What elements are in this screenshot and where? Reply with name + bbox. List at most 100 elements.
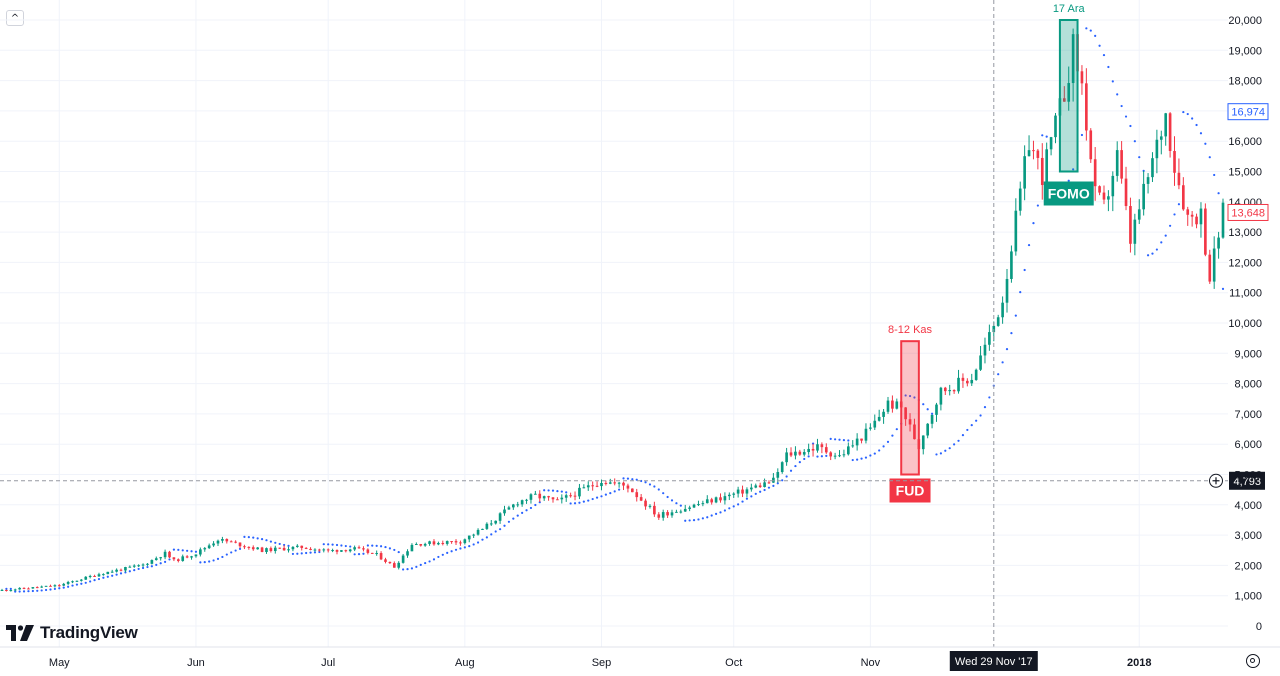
psar-dot — [1186, 112, 1189, 116]
candle-body — [970, 379, 974, 384]
psar-dot — [675, 502, 678, 505]
psar-dot — [305, 551, 308, 555]
candle-body — [653, 505, 656, 515]
candle-body — [159, 557, 163, 559]
psar-dot — [759, 490, 762, 493]
candle-body — [926, 423, 929, 436]
crosshair-price-label: 4,793 — [1233, 476, 1261, 488]
candle-body — [807, 448, 810, 453]
psar-dot — [516, 514, 519, 517]
psar-dot — [349, 545, 352, 548]
candle-body — [626, 485, 630, 489]
candle-body — [467, 535, 471, 540]
candle-body — [1032, 150, 1035, 152]
candle-body — [437, 543, 440, 545]
candle-body — [750, 487, 753, 490]
psar-dot — [203, 561, 206, 564]
candle-body — [401, 555, 405, 563]
psar-dot — [882, 445, 885, 448]
psar-dot — [291, 552, 295, 556]
candle-body — [476, 529, 480, 535]
collapse-legend-button[interactable]: ^ — [6, 10, 24, 26]
psar-dot — [591, 497, 594, 501]
psar-dot — [644, 481, 647, 484]
psar-dot — [512, 517, 515, 520]
annotation-box — [1058, 19, 1079, 173]
candle-body — [538, 493, 542, 499]
time-axis[interactable]: May Jun Jul Aug Sep Oct Nov 2018 — [0, 646, 1280, 669]
candle-body — [1115, 150, 1119, 176]
y-tick-label: 8,000 — [1234, 379, 1262, 391]
psar-dot — [864, 456, 868, 459]
psar-dot — [961, 434, 965, 437]
psar-dot — [208, 560, 211, 563]
psar-dot — [741, 500, 744, 503]
candle-body — [22, 587, 26, 589]
candle-body — [353, 547, 356, 550]
candle-body — [18, 587, 21, 590]
candle-body — [767, 482, 771, 484]
psar-dot — [688, 519, 691, 522]
candle-body — [1137, 209, 1141, 220]
tradingview-logo[interactable]: TradingView — [6, 622, 138, 644]
candle-body — [811, 448, 815, 451]
psar-dot — [1102, 53, 1106, 57]
candle-body — [979, 355, 982, 370]
psar-dot — [1041, 134, 1044, 137]
candle-body — [882, 411, 885, 417]
candle-body — [824, 447, 828, 453]
psar-dot — [600, 495, 603, 498]
psar-dot — [498, 528, 502, 531]
candle-body — [564, 495, 568, 498]
candle-body — [957, 377, 960, 392]
psar-dot — [1217, 192, 1220, 195]
x-tick-label: May — [49, 657, 70, 669]
annotation-fud[interactable]: 8-12 Kas FUD — [888, 324, 933, 503]
candle-body — [260, 547, 264, 552]
psar-dot — [873, 452, 876, 455]
candle-body — [670, 512, 674, 516]
candle-body — [503, 509, 506, 514]
y-tick-label: 12,000 — [1228, 257, 1262, 269]
psar-dot — [93, 579, 96, 582]
psar-dot — [886, 440, 890, 444]
candle-body — [238, 542, 242, 547]
settings-icon[interactable] — [1246, 654, 1260, 668]
psar-dot — [1045, 135, 1048, 138]
psar-dot — [706, 516, 709, 519]
psar-dot — [97, 577, 101, 581]
candle-body — [185, 556, 189, 558]
y-tick-label: 19,000 — [1228, 45, 1262, 57]
candle-body — [331, 550, 334, 552]
candle-body — [935, 404, 938, 415]
psar-dot — [216, 557, 220, 560]
psar-dot — [975, 419, 978, 422]
candle-body — [5, 589, 8, 591]
psar-dot — [1010, 332, 1013, 335]
psar-dot — [723, 509, 727, 512]
candle-body — [639, 497, 643, 501]
psar-dot — [494, 530, 497, 533]
candle-body — [679, 511, 683, 513]
psar-dot — [895, 428, 898, 431]
annotation-fomo[interactable]: 17 Ara FOMO — [1043, 3, 1094, 206]
psar-dot — [825, 454, 828, 457]
psar-dot — [234, 549, 237, 552]
psar-dot — [587, 499, 590, 502]
y-tick-label: 6,000 — [1234, 439, 1262, 451]
candle-body — [525, 499, 528, 501]
candle-body — [842, 454, 846, 456]
psar-dot — [908, 394, 912, 398]
candle-body — [357, 547, 361, 549]
x-tick-label: Jul — [321, 657, 335, 669]
candle-body — [216, 540, 220, 544]
add-alert-icon[interactable] — [1209, 473, 1223, 488]
psar-dot — [80, 582, 83, 585]
psar-dot — [503, 524, 506, 527]
candle-body — [150, 560, 154, 564]
psar-dot — [1221, 287, 1225, 291]
price-axis[interactable]: 20,00019,00018,00017,00016,00015,00014,0… — [1227, 15, 1269, 633]
psar-dot — [525, 509, 528, 512]
price-label-box — [1227, 103, 1269, 121]
